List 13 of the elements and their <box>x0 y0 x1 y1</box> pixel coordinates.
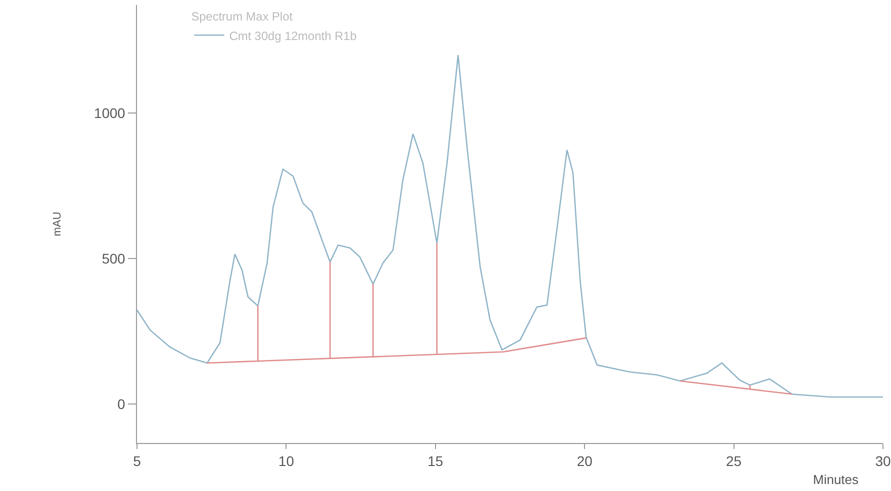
legend-label: Cmt 30dg 12month R1b <box>229 28 357 43</box>
x-tick-label: 5 <box>133 452 142 469</box>
x-tick-label: 10 <box>278 452 294 469</box>
x-tick-label: 25 <box>726 452 742 469</box>
legend-title: Spectrum Max Plot <box>191 10 294 24</box>
x-tick-label: 20 <box>576 452 593 469</box>
x-axis-title: Minutes <box>813 472 860 487</box>
x-tick-label: 30 <box>875 452 891 469</box>
x-tick-label: 15 <box>428 452 444 469</box>
y-axis-title: mAU <box>52 212 64 236</box>
y-tick-label: 0 <box>117 396 126 412</box>
y-tick-label: 1000 <box>94 104 126 121</box>
y-tick-label: 500 <box>102 250 126 266</box>
